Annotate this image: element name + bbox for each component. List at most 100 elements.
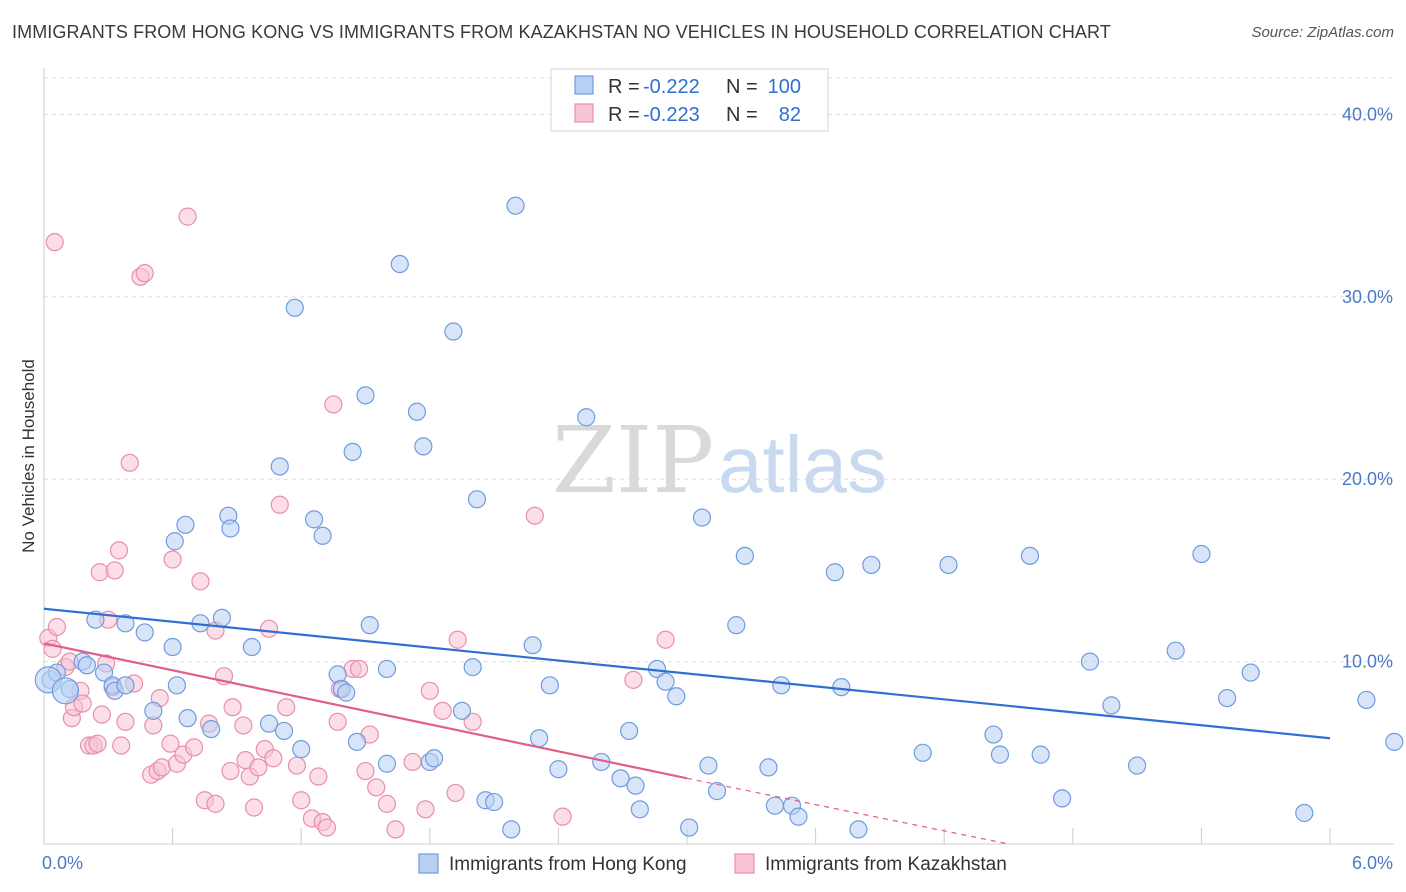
hong-kong-point [1102, 696, 1121, 715]
hong-kong-point [202, 719, 221, 739]
hong-kong-point [390, 254, 409, 274]
hong-kong-point [304, 510, 324, 529]
kazakhstan-point [277, 698, 296, 717]
hong-kong-point [178, 709, 197, 728]
hong-kong-point [116, 676, 135, 695]
hong-kong-point [356, 386, 375, 405]
bottom-legend-swatch-hong-kong [418, 853, 439, 874]
hong-kong-point [707, 782, 727, 801]
kazakhstan-point [184, 738, 204, 757]
hong-kong-point [463, 657, 482, 677]
hong-kong-point [135, 623, 154, 642]
kazakhstan-point [403, 752, 422, 772]
grid-lines [44, 77, 1394, 663]
hong-kong-point [611, 769, 630, 788]
kazakhstan-point [367, 778, 386, 797]
hong-kong-point [1052, 789, 1072, 808]
hong-kong-point [407, 402, 427, 421]
kazakhstan-point [356, 761, 375, 781]
hong-kong-point [832, 678, 851, 697]
legend-n-label: N = [726, 76, 758, 98]
hong-kong-point [530, 729, 549, 748]
kazakhstan-point [45, 233, 64, 252]
kazakhstan-point [463, 712, 482, 731]
kazakhstan-point [178, 207, 197, 226]
hong-kong-point [789, 807, 808, 826]
hong-kong-point [984, 725, 1003, 744]
hong-kong-point [377, 659, 397, 679]
kazakhstan-point [292, 791, 311, 810]
x-tick-label: 0.0% [42, 853, 83, 873]
kazakhstan-point [244, 798, 264, 817]
kazakhstan-point [206, 794, 225, 813]
hong-kong-point [167, 676, 186, 695]
hong-kong-point [523, 636, 542, 655]
hong-kong-point [377, 754, 397, 773]
kazakhstan-point [433, 701, 452, 720]
hong-kong-trend-line [43, 607, 1331, 740]
y-tick-label: 20.0% [1342, 469, 1393, 489]
hong-kong-point [765, 796, 784, 815]
legend-r-label: R = [608, 104, 640, 126]
bottom-legend: Immigrants from Hong Kong Immigrants fro… [418, 853, 1007, 875]
hong-kong-point [1385, 732, 1404, 751]
hong-kong-point [630, 800, 649, 819]
kazakhstan-point [448, 630, 467, 649]
hong-kong-points [34, 196, 1404, 839]
kazakhstan-point [349, 659, 369, 679]
legend-r-value-kazakhstan: -0.223 [643, 104, 700, 126]
hong-kong-point [913, 743, 932, 762]
hong-kong-point [577, 408, 596, 427]
kazakhstan-point [73, 694, 92, 713]
hong-kong-point [116, 614, 135, 633]
hong-kong-point [1241, 663, 1260, 682]
kazakhstan-point [191, 572, 210, 591]
hong-kong-point [759, 758, 778, 777]
hong-kong-point [506, 196, 525, 215]
chart-title: IMMIGRANTS FROM HONG KONG VS IMMIGRANTS … [12, 22, 1111, 42]
hong-kong-point [1020, 546, 1040, 565]
kazakhstan-point [221, 761, 240, 781]
legend-n-label: N = [726, 104, 758, 126]
hong-kong-point [313, 526, 332, 545]
hong-kong-point [414, 437, 433, 456]
hong-kong-point [221, 519, 240, 538]
hong-kong-point [144, 701, 163, 720]
hong-kong-point [94, 663, 114, 682]
hong-kong-point [360, 616, 379, 635]
kazakhstan-point [377, 794, 397, 813]
hong-kong-point [735, 546, 754, 565]
legend-box [550, 68, 829, 132]
bottom-legend-swatch-kazakhstan [734, 853, 755, 874]
hong-kong-point [1192, 544, 1211, 564]
hong-kong-point [259, 714, 279, 733]
hong-kong-point [990, 745, 1010, 764]
hong-kong-point [1080, 652, 1100, 671]
kazakhstan-point [249, 758, 268, 777]
legend-swatch-kazakhstan [574, 103, 594, 123]
kazakhstan-point [112, 736, 131, 755]
hong-kong-point [285, 298, 304, 317]
legend-n-value-hong-kong: 100 [768, 76, 801, 98]
hong-kong-point [242, 637, 262, 657]
correlation-legend: R = -0.222 N = 100 R = -0.223 N = 82 [550, 68, 829, 132]
y-tick-label: 30.0% [1342, 287, 1393, 307]
kazakhstan-point [135, 264, 154, 283]
hong-kong-point-large [51, 677, 80, 705]
hong-kong-point [1166, 641, 1185, 660]
kazakhstan-point [420, 681, 439, 700]
hong-kong-point [620, 721, 639, 741]
hong-kong-point [680, 818, 699, 837]
legend-swatch-hong-kong [574, 75, 594, 95]
kazakhstan-point [309, 767, 328, 786]
kazakhstan-point [328, 712, 347, 731]
hong-kong-point [467, 490, 487, 509]
kazakhstan-point [259, 619, 279, 638]
x-tick-labels: 0.0% 6.0% [42, 853, 1393, 873]
hong-kong-point [1031, 745, 1050, 764]
kazakhstan-point [105, 561, 124, 580]
hong-kong-point [692, 508, 712, 527]
hong-kong-point [939, 555, 958, 575]
hong-kong-point [347, 732, 367, 751]
